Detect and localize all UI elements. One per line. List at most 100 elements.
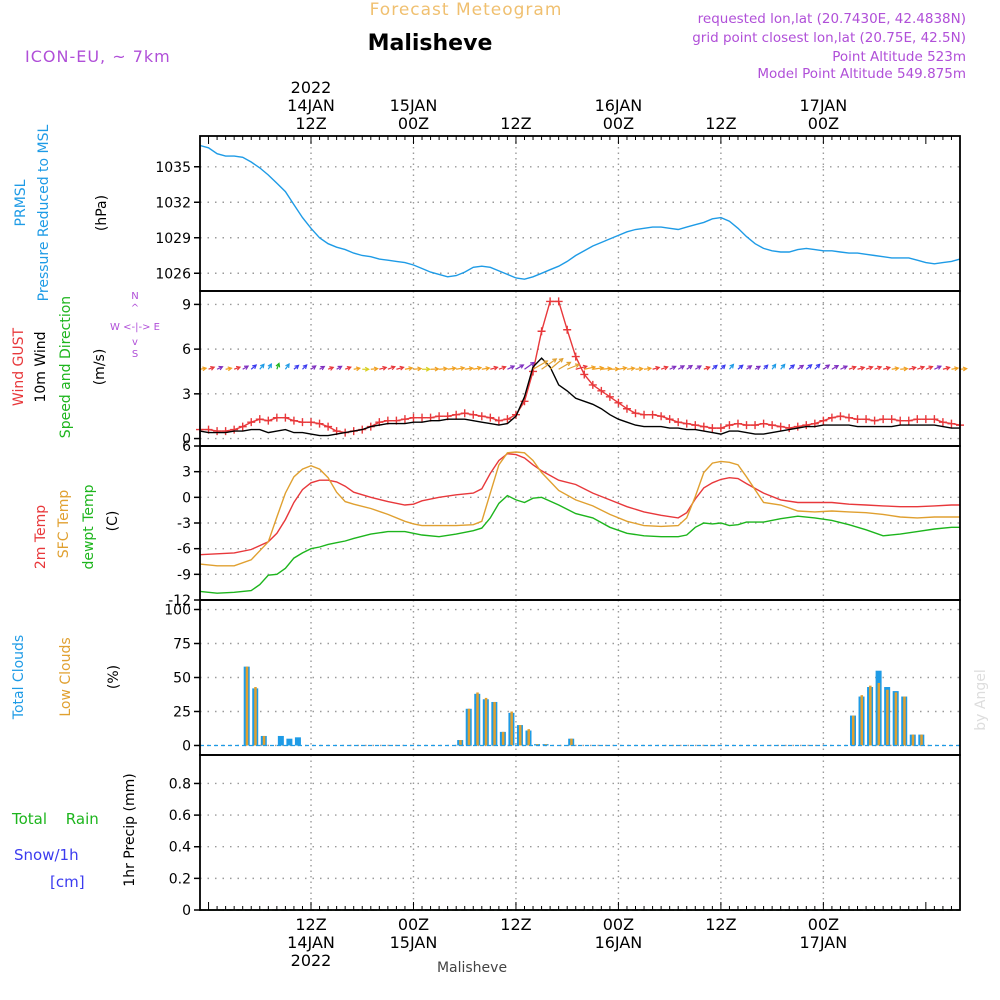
- low-cloud-bar: [484, 697, 488, 746]
- wind-arrow: [566, 363, 580, 370]
- wind-arrow-head: [311, 365, 317, 370]
- gust-marker: [255, 415, 264, 424]
- wind-line: [199, 357, 960, 437]
- wind-arrow-head: [630, 366, 636, 372]
- wind-arrow-head: [911, 365, 917, 371]
- ytick-label-2-4: 0: [182, 490, 191, 506]
- low-cloud-bar: [570, 738, 573, 746]
- ytick-label-1-2: 6: [182, 342, 191, 358]
- temp-unit: (C): [105, 511, 121, 532]
- gust-marker: [631, 409, 640, 418]
- wind-arrow: [524, 362, 535, 370]
- sfc-temp-label: SFC Temp: [56, 490, 72, 559]
- wind-arrow-head: [519, 364, 525, 369]
- wind-arrow-head: [574, 363, 581, 368]
- gust-marker: [324, 422, 333, 431]
- wind-arrow-head: [834, 365, 840, 370]
- low-cloud-bar: [262, 735, 266, 746]
- ytick-label-3-3: 75: [173, 637, 191, 653]
- wind-arrow: [532, 360, 548, 370]
- gust-marker: [699, 422, 708, 431]
- compass-west-east: W <-|-> E: [110, 322, 160, 333]
- gust-marker: [921, 415, 930, 424]
- gust-marker: [657, 412, 666, 421]
- wind-arrow-head: [259, 363, 265, 369]
- gust-marker: [844, 413, 853, 422]
- wind-arrow: [618, 367, 627, 370]
- snow-unit-label: [cm]: [50, 873, 85, 891]
- requested-coords: requested lon,lat (20.7430E, 42.4838N): [698, 11, 966, 27]
- wind-arrow-head: [468, 366, 474, 371]
- gust-marker: [418, 413, 427, 422]
- gust-marker: [691, 421, 700, 430]
- wind-arrow-head: [235, 365, 242, 371]
- wind-arrow-head: [485, 366, 491, 371]
- location-title: Malisheve: [368, 31, 493, 56]
- wind-arrow-head: [451, 366, 457, 371]
- wind-arrow-head: [382, 365, 388, 371]
- wind-arrow-head: [320, 365, 326, 371]
- gust-marker: [588, 380, 597, 389]
- ytick-label-1-0: 0: [182, 432, 191, 448]
- wind-arrow-head: [807, 363, 813, 369]
- wind-arrow-head: [390, 365, 396, 371]
- gust-marker: [879, 415, 888, 424]
- gust-marker: [862, 415, 871, 424]
- gust-marker: [597, 386, 606, 395]
- dewpt-line: [199, 494, 960, 594]
- wind-arrow-head: [558, 357, 564, 363]
- gust-marker: [315, 419, 324, 428]
- wind-arrow-head: [425, 366, 431, 372]
- low-cloud-bar: [459, 740, 462, 746]
- gust-marker: [913, 415, 922, 424]
- gust-marker: [751, 421, 760, 430]
- wind-arrow-head: [252, 364, 258, 370]
- wind-arrow-head: [530, 361, 536, 367]
- wind-arrow-head: [210, 366, 216, 371]
- low-cloud-bar: [501, 731, 505, 746]
- wind-arrow-head: [373, 366, 379, 372]
- wind-arrow-head: [364, 366, 370, 372]
- gust-marker: [938, 418, 947, 427]
- ytick-label-2-0: -12: [168, 593, 191, 609]
- gust-marker: [930, 415, 939, 424]
- gust-marker: [776, 422, 785, 431]
- ytick-label-3-0: 0: [182, 738, 191, 754]
- wind-arrow-head: [443, 366, 449, 372]
- wind-arrow-head: [275, 362, 281, 368]
- gust-marker: [887, 415, 896, 424]
- compass-south: S: [132, 349, 138, 360]
- wind-arrow-head: [267, 363, 272, 369]
- gust-marker: [904, 416, 913, 425]
- pressure-unit: (hPa): [94, 195, 110, 231]
- gust-marker: [768, 421, 777, 430]
- clouds-unit: (%): [106, 665, 122, 689]
- gust-marker: [571, 352, 580, 361]
- wind-arrow-head: [877, 365, 883, 371]
- low-cloud-bar: [527, 729, 530, 746]
- wind-arrow-head: [790, 364, 796, 370]
- low-cloud-bar: [493, 701, 496, 746]
- wind-arrow-head: [763, 364, 769, 370]
- low-cloud-bar: [536, 744, 539, 746]
- low-cloud-bar: [903, 696, 906, 746]
- gust-marker: [213, 427, 222, 436]
- wind-arrow-head: [294, 364, 300, 370]
- wind-arrow-head: [825, 364, 831, 369]
- wind-arrow-head: [582, 364, 589, 370]
- compass-north: N: [131, 291, 138, 302]
- wind-arrow-head: [302, 364, 308, 370]
- wind-arrow-head: [510, 365, 516, 370]
- prmsl-label: PRMSL: [13, 179, 29, 226]
- bottom-time-label: 12Z: [295, 915, 326, 934]
- gust-marker: [554, 297, 563, 306]
- gust-marker: [759, 419, 768, 428]
- wind-label: 10m Wind: [33, 331, 49, 402]
- gust-marker: [742, 421, 751, 430]
- ytick-label-4-3: 0.6: [169, 808, 191, 824]
- bottom-time-label: 00Z: [808, 915, 839, 934]
- gust-marker: [452, 410, 461, 419]
- wind-arrow: [541, 358, 557, 370]
